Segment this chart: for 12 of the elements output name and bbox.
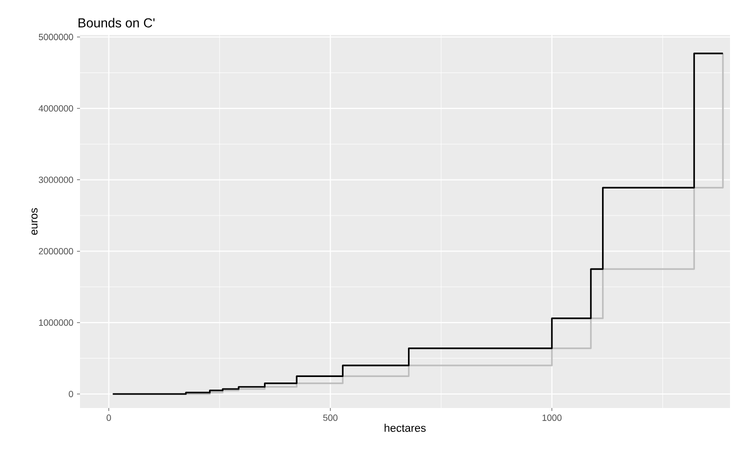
y-tick-label: 5000000 <box>38 34 74 40</box>
x-tick-label: 1000 <box>542 414 562 421</box>
x-tick-label: 500 <box>323 414 338 421</box>
y-axis-title: euros <box>32 208 38 235</box>
x-axis-title: hectares <box>384 424 426 432</box>
chart-title: Bounds on C' <box>78 18 155 28</box>
y-tick-label: 3000000 <box>38 176 74 183</box>
y-tick-label: 2000000 <box>38 248 74 254</box>
y-tick-label: 1000000 <box>39 319 74 326</box>
y-tick-label: 4000000 <box>38 105 74 112</box>
x-tick-label: 0 <box>106 414 111 421</box>
y-tick-label: 0 <box>68 390 74 398</box>
